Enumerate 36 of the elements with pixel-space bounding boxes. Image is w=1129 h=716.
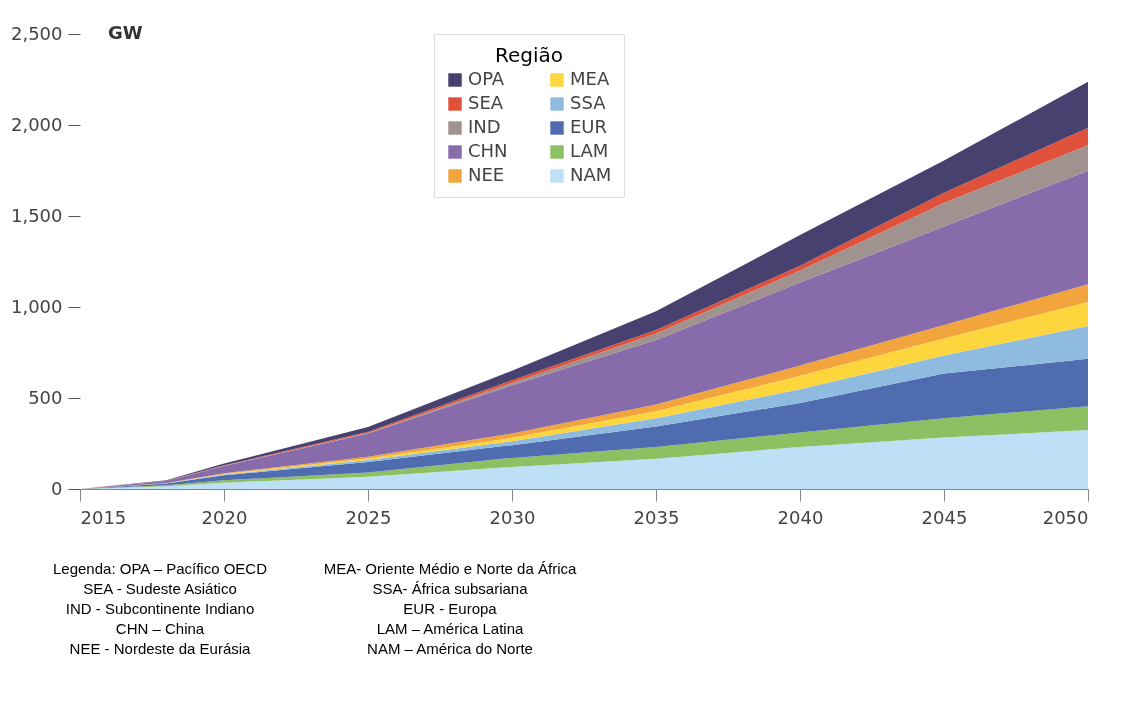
y-tick-label: 2,000 xyxy=(10,113,63,135)
text: NEE - Nordeste da Eurásia xyxy=(69,640,252,657)
y-tick-label: 0 xyxy=(51,477,63,499)
text: MEA- Oriente Médio e Norte da África xyxy=(323,560,577,577)
legend-title: Região xyxy=(494,43,564,67)
text: NAM – América do Norte xyxy=(367,640,533,657)
text: Legenda: OPA – Pacífico OECD xyxy=(52,560,268,577)
y-axis-title: GW xyxy=(108,22,143,43)
legend-label: OPA xyxy=(468,68,505,89)
legend-label: NAM xyxy=(570,164,612,185)
text: IND - Subcontinente Indiano xyxy=(65,600,255,617)
x-tick-label: 2020 xyxy=(201,506,248,528)
text: CHN – China xyxy=(115,620,205,637)
legend-label: SSA xyxy=(570,92,607,113)
x-tick-label: 2035 xyxy=(633,506,680,528)
legend-label: SEA xyxy=(468,92,504,113)
y-tick-label: 1,500 xyxy=(10,204,63,226)
legend-label: MEA xyxy=(570,68,610,89)
x-tick-label: 2040 xyxy=(777,506,824,528)
text: LAM – América Latina xyxy=(376,620,525,637)
text: SSA- África subsariana xyxy=(372,580,529,597)
x-tick-label: 2050 xyxy=(1042,506,1089,528)
x-tick-label: 2025 xyxy=(345,506,392,528)
x-tick-label: 2015 xyxy=(80,506,127,528)
x-tick-label: 2030 xyxy=(489,506,536,528)
legend-label: LAM xyxy=(570,140,609,161)
text: EUR - Europa xyxy=(403,600,498,617)
legend-label: NEE xyxy=(468,164,505,185)
y-tick-label: 2,500 xyxy=(10,22,63,44)
legend-label: EUR xyxy=(570,116,608,137)
text: SEA - Sudeste Asiático xyxy=(83,580,237,597)
legend-label: CHN xyxy=(468,140,508,161)
y-tick-label: 500 xyxy=(28,386,63,408)
legend-label: IND xyxy=(468,116,501,137)
y-tick-label: 1,000 xyxy=(10,295,63,317)
x-tick-label: 2045 xyxy=(921,506,968,528)
